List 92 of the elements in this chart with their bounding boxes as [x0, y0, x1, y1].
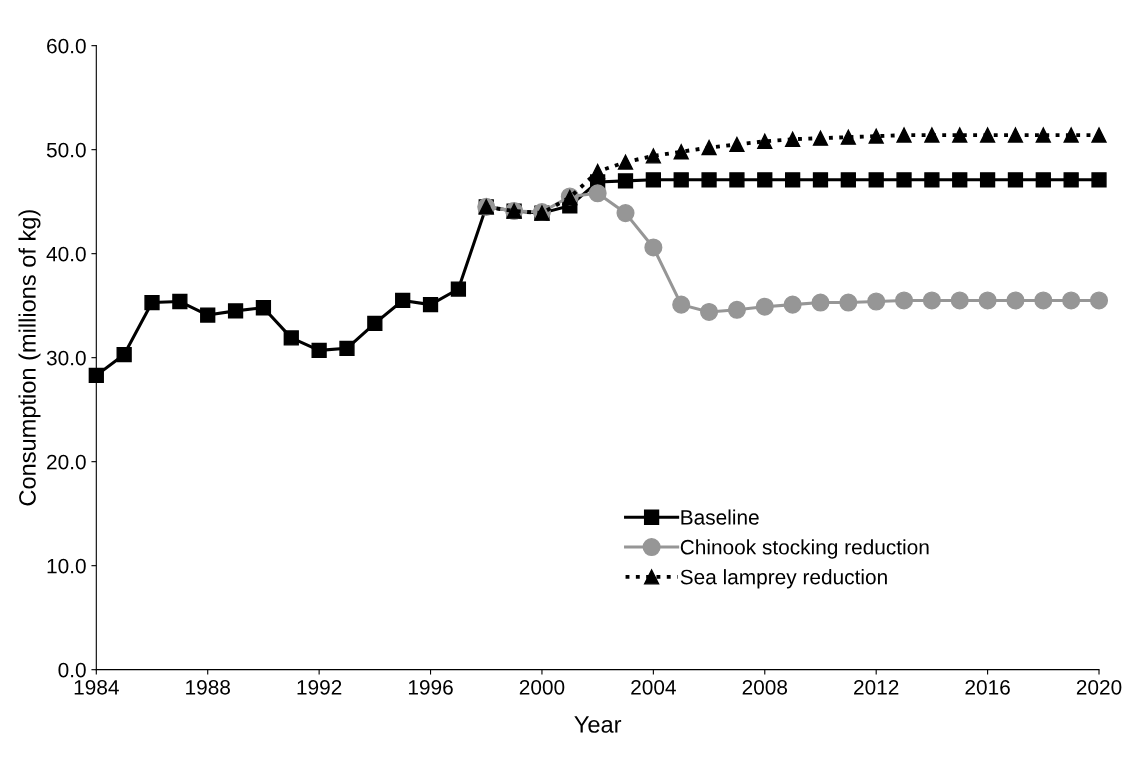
x-tick-label: 1988 [186, 679, 230, 695]
point [950, 291, 969, 310]
point [757, 133, 773, 149]
point [644, 238, 663, 257]
y-tick-label: 50.0 [46, 142, 86, 158]
point [395, 292, 411, 309]
x-tick-label: 1984 [74, 679, 119, 695]
point [227, 303, 244, 319]
y-axis-title: Consumption (millions of kg) [18, 210, 41, 506]
point [978, 291, 997, 310]
point [200, 307, 216, 323]
point [1063, 127, 1079, 143]
point [979, 127, 996, 143]
point [755, 297, 774, 316]
y-tick-label: 30.0 [46, 350, 86, 366]
point [1091, 172, 1107, 188]
point [868, 172, 884, 188]
point [311, 342, 327, 359]
point [812, 172, 829, 188]
point [616, 204, 635, 223]
point [812, 130, 829, 146]
point [729, 172, 745, 188]
point [1091, 127, 1107, 143]
point [1089, 291, 1109, 310]
point [617, 173, 634, 189]
legend-label: Chinook stocking reduction [680, 539, 929, 559]
point [283, 330, 299, 346]
point [1062, 291, 1081, 310]
point [672, 295, 691, 314]
x-tick-label: 2020 [1076, 679, 1122, 695]
point [979, 172, 996, 188]
point [590, 163, 606, 180]
point [896, 127, 912, 143]
point [922, 291, 941, 310]
point [896, 172, 912, 188]
y-tick-label: 40.0 [46, 246, 86, 262]
point [783, 295, 802, 314]
point [450, 281, 467, 297]
x-tick-label: 2000 [519, 679, 565, 695]
x-tick-label: 1996 [408, 679, 453, 695]
point [645, 148, 662, 164]
x-tick-label: 2004 [631, 679, 676, 695]
point [673, 172, 689, 188]
point [88, 367, 104, 383]
point [1007, 127, 1024, 143]
point [895, 291, 914, 310]
x-tick-label: 2016 [965, 679, 1010, 695]
point [840, 172, 856, 188]
point [840, 129, 856, 145]
point [700, 302, 719, 321]
x-tick-label: 2012 [854, 679, 899, 695]
x-tick-label: 1992 [297, 679, 342, 695]
legend-label: Sea lamprey reduction [680, 569, 887, 589]
point [1063, 172, 1079, 188]
point [588, 184, 607, 203]
point [952, 172, 968, 188]
point [924, 172, 940, 188]
x-axis-title: Year [574, 716, 622, 733]
point [172, 293, 188, 310]
point [422, 296, 439, 313]
point [1034, 291, 1053, 310]
point [144, 294, 160, 311]
point [701, 172, 717, 188]
legend-label: Baseline [681, 509, 759, 525]
point [1035, 172, 1051, 188]
point [1035, 127, 1051, 143]
point [839, 293, 858, 312]
point [116, 346, 132, 363]
point [367, 315, 383, 331]
point [255, 300, 272, 316]
point [617, 154, 634, 170]
point [701, 139, 717, 156]
point [924, 127, 940, 143]
point [1007, 172, 1024, 188]
point [952, 127, 968, 143]
point [1006, 291, 1025, 310]
point [811, 293, 830, 312]
y-tick-label: 60.0 [47, 38, 86, 54]
point [673, 144, 689, 160]
point [867, 292, 886, 311]
point [868, 128, 884, 144]
point [339, 340, 355, 356]
point [727, 300, 746, 319]
y-tick-label: 10.0 [47, 558, 86, 574]
point [784, 172, 801, 188]
point [784, 131, 801, 147]
point [645, 172, 662, 188]
point [757, 172, 773, 188]
point [729, 136, 745, 153]
y-tick-label: 20.0 [47, 454, 86, 470]
x-tick-label: 2008 [742, 679, 788, 695]
y-tick-label: 0.0 [58, 662, 86, 678]
